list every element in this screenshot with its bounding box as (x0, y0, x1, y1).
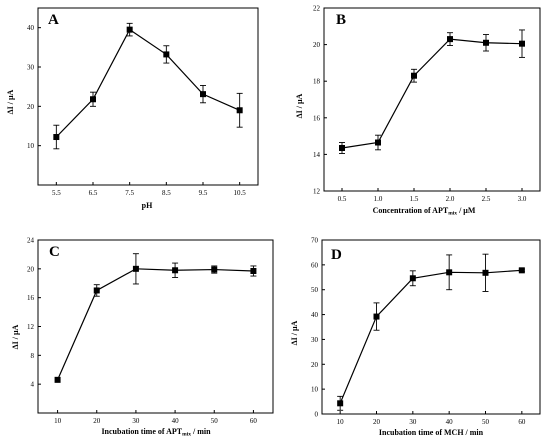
data-point (54, 376, 61, 383)
x-axis-label: Incubation time of APTmix / min (101, 427, 211, 438)
data-point (337, 400, 344, 407)
y-tick-label: 14 (313, 151, 321, 159)
panel-d: D Incubation time of MCH / min ΔI / μA 1… (290, 237, 541, 437)
series-line (57, 268, 254, 381)
y-tick-label: 30 (311, 336, 319, 344)
y-tick-label: 12 (313, 188, 321, 196)
data-point (163, 51, 170, 58)
x-axis-label: Concentration of APTmix / μM (373, 206, 476, 217)
y-tick-label: 20 (313, 41, 321, 49)
data-point (375, 139, 381, 146)
plot-frame (321, 239, 541, 415)
data-point (211, 266, 218, 273)
data-point (447, 36, 453, 43)
x-tick-label: 10.5 (234, 189, 247, 197)
plot-frame (323, 7, 541, 192)
data-point (200, 91, 206, 98)
x-tick-label: 10 (337, 418, 345, 426)
x-tick-label: 9.5 (199, 189, 208, 197)
y-tick-label: 10 (27, 142, 35, 150)
x-tick-label: 40 (446, 418, 454, 426)
x-tick-label: 10 (54, 417, 62, 425)
y-tick-label: 10 (311, 386, 319, 394)
panel-letter: D (331, 247, 342, 263)
x-tick-label: 1.5 (410, 195, 419, 203)
data-point (446, 269, 453, 276)
data-point (53, 134, 60, 141)
panel-letter: A (48, 12, 59, 28)
data-point (482, 269, 489, 276)
data-point (172, 267, 179, 274)
panel-letter: B (336, 12, 346, 28)
y-tick-label: 16 (27, 294, 35, 302)
y-tick-label: 60 (311, 261, 319, 269)
y-axis-label: ΔI / μA (295, 93, 304, 118)
x-axis-label: pH (142, 201, 153, 210)
x-tick-label: 50 (482, 418, 490, 426)
data-point (483, 39, 489, 46)
x-tick-label: 2.5 (482, 195, 491, 203)
x-tick-label: 40 (172, 417, 180, 425)
y-tick-label: 20 (27, 103, 35, 111)
data-point (518, 267, 525, 274)
plot-frame (37, 239, 274, 414)
y-tick-label: 70 (311, 237, 319, 245)
x-tick-label: 20 (93, 417, 101, 425)
y-tick-label: 8 (31, 352, 35, 360)
series-line (55, 28, 240, 138)
y-tick-label: 24 (27, 237, 35, 245)
data-point (373, 313, 380, 320)
plot-frame (37, 7, 259, 186)
x-tick-label: 8.5 (162, 189, 171, 197)
data-point (126, 26, 133, 33)
y-axis-label: ΔI / μA (290, 320, 299, 345)
data-point (409, 275, 416, 282)
x-tick-label: 2.0 (446, 195, 455, 203)
y-axis-label: ΔI / μA (6, 89, 15, 114)
x-axis-label: Incubation time of MCH / min (379, 428, 484, 437)
panel-c: C Incubation time of APTmix / min ΔI / μ… (11, 237, 274, 438)
data-point (93, 287, 100, 294)
x-tick-label: 30 (132, 417, 140, 425)
data-point (519, 40, 525, 47)
y-tick-label: 20 (311, 361, 319, 369)
y-tick-label: 40 (27, 24, 35, 32)
panel-b: B Concentration of APTmix / μM ΔI / μA 0… (295, 5, 541, 217)
y-tick-label: 0 (315, 411, 319, 419)
y-tick-label: 20 (27, 265, 35, 273)
series-line (339, 269, 522, 404)
data-point (411, 72, 417, 79)
x-tick-label: 7.5 (125, 189, 134, 197)
y-tick-label: 30 (27, 64, 35, 72)
x-tick-label: 1.0 (374, 195, 383, 203)
x-tick-label: 50 (211, 417, 219, 425)
panel-letter: C (49, 244, 60, 260)
x-tick-label: 5.5 (52, 189, 61, 197)
data-point (236, 107, 243, 114)
x-tick-label: 20 (373, 418, 381, 426)
x-tick-label: 30 (409, 418, 417, 426)
y-tick-label: 40 (311, 311, 319, 319)
y-axis-label: ΔI / μA (11, 324, 20, 349)
y-tick-label: 16 (313, 114, 321, 122)
data-point (90, 96, 96, 103)
y-tick-label: 18 (313, 78, 321, 86)
x-tick-label: 0.5 (338, 195, 347, 203)
y-tick-label: 12 (27, 323, 35, 331)
x-tick-label: 3.0 (518, 195, 527, 203)
panel-a: A pH ΔI / μA 5.5 6.5 7.5 8.5 9.5 10.5 10 20 30 40 (6, 7, 259, 210)
series-line (341, 38, 523, 149)
data-point (132, 265, 139, 272)
x-tick-label: 60 (250, 417, 258, 425)
x-tick-label: 6.5 (89, 189, 98, 197)
y-tick-label: 22 (313, 5, 321, 13)
data-point (250, 267, 257, 274)
data-point (339, 144, 345, 151)
x-tick-label: 60 (518, 418, 526, 426)
y-tick-label: 4 (31, 381, 35, 389)
y-tick-label: 50 (311, 286, 319, 294)
